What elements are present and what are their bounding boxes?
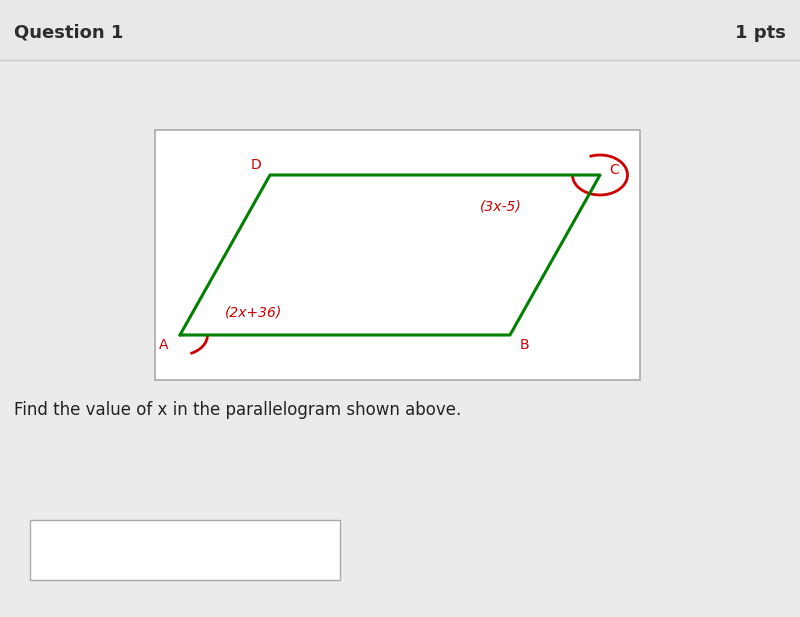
FancyBboxPatch shape [30,520,340,580]
Text: Question 1: Question 1 [14,24,123,42]
Text: (2x+36): (2x+36) [225,305,282,319]
Text: 1 pts: 1 pts [735,24,786,42]
FancyBboxPatch shape [0,0,800,60]
Text: D: D [250,158,262,172]
Text: Find the value of x in the parallelogram shown above.: Find the value of x in the parallelogram… [14,401,462,419]
Text: C: C [609,163,619,177]
Text: (3x-5): (3x-5) [480,200,522,214]
Text: A: A [159,338,169,352]
Text: B: B [519,338,529,352]
FancyBboxPatch shape [155,130,640,380]
